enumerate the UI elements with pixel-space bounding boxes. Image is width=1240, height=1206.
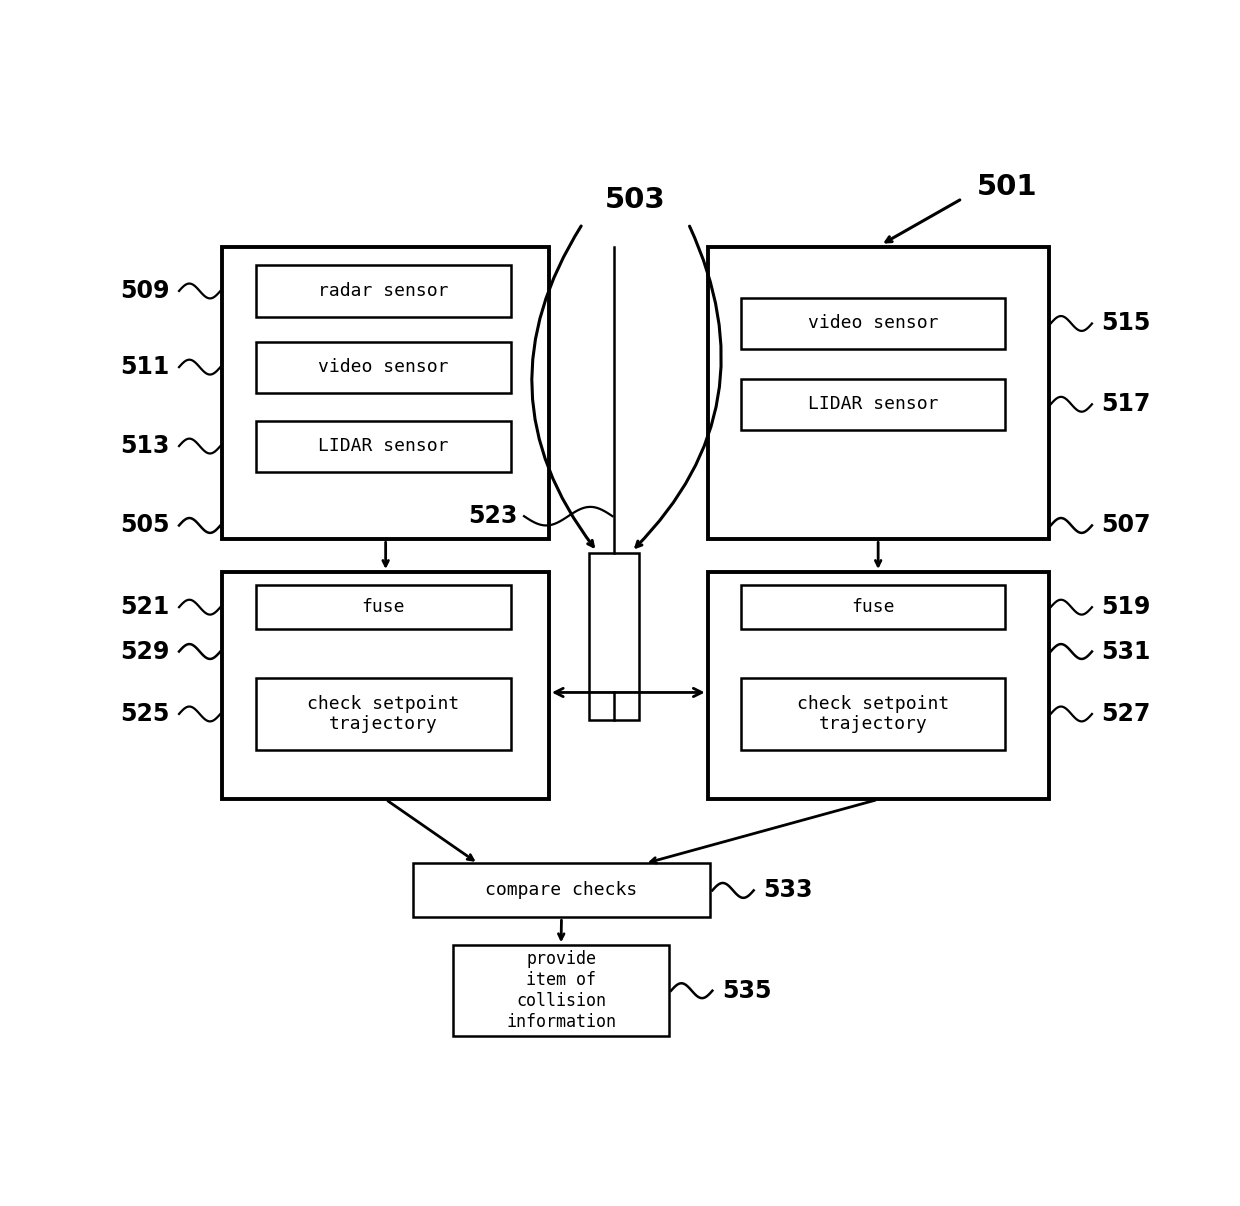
Text: 509: 509 bbox=[120, 279, 170, 303]
FancyBboxPatch shape bbox=[413, 863, 711, 918]
Text: 507: 507 bbox=[1101, 514, 1151, 538]
Text: check setpoint
trajectory: check setpoint trajectory bbox=[797, 695, 950, 733]
FancyBboxPatch shape bbox=[708, 247, 1049, 539]
FancyBboxPatch shape bbox=[255, 678, 511, 750]
FancyBboxPatch shape bbox=[742, 585, 1006, 630]
Text: 501: 501 bbox=[977, 172, 1038, 200]
Text: video sensor: video sensor bbox=[317, 358, 449, 376]
Text: 521: 521 bbox=[120, 596, 170, 619]
Text: 529: 529 bbox=[120, 639, 170, 663]
FancyBboxPatch shape bbox=[255, 265, 511, 316]
Text: LIDAR sensor: LIDAR sensor bbox=[808, 396, 939, 414]
Text: 531: 531 bbox=[1101, 639, 1151, 663]
Text: 515: 515 bbox=[1101, 311, 1151, 335]
FancyBboxPatch shape bbox=[742, 678, 1006, 750]
Text: 523: 523 bbox=[467, 504, 517, 528]
FancyBboxPatch shape bbox=[742, 379, 1006, 429]
Text: 505: 505 bbox=[120, 514, 170, 538]
FancyBboxPatch shape bbox=[255, 585, 511, 630]
Text: 517: 517 bbox=[1101, 392, 1151, 416]
Text: video sensor: video sensor bbox=[808, 315, 939, 333]
Text: 519: 519 bbox=[1101, 596, 1151, 619]
Text: 533: 533 bbox=[764, 878, 812, 902]
FancyBboxPatch shape bbox=[589, 554, 640, 720]
FancyBboxPatch shape bbox=[222, 572, 549, 800]
Text: 503: 503 bbox=[605, 187, 666, 215]
Text: check setpoint
trajectory: check setpoint trajectory bbox=[308, 695, 459, 733]
Text: 513: 513 bbox=[120, 434, 170, 458]
FancyBboxPatch shape bbox=[255, 341, 511, 393]
Text: provide
item of
collision
information: provide item of collision information bbox=[506, 950, 616, 1031]
Text: 511: 511 bbox=[120, 355, 170, 379]
Text: radar sensor: radar sensor bbox=[317, 282, 449, 300]
Text: 527: 527 bbox=[1101, 702, 1151, 726]
Text: fuse: fuse bbox=[362, 598, 405, 616]
FancyBboxPatch shape bbox=[453, 946, 670, 1036]
Text: LIDAR sensor: LIDAR sensor bbox=[317, 437, 449, 455]
Text: fuse: fuse bbox=[852, 598, 895, 616]
FancyBboxPatch shape bbox=[708, 572, 1049, 800]
Text: compare checks: compare checks bbox=[485, 882, 637, 900]
Text: 525: 525 bbox=[120, 702, 170, 726]
FancyBboxPatch shape bbox=[255, 421, 511, 472]
Text: 535: 535 bbox=[722, 979, 771, 1002]
FancyBboxPatch shape bbox=[742, 298, 1006, 349]
FancyBboxPatch shape bbox=[222, 247, 549, 539]
